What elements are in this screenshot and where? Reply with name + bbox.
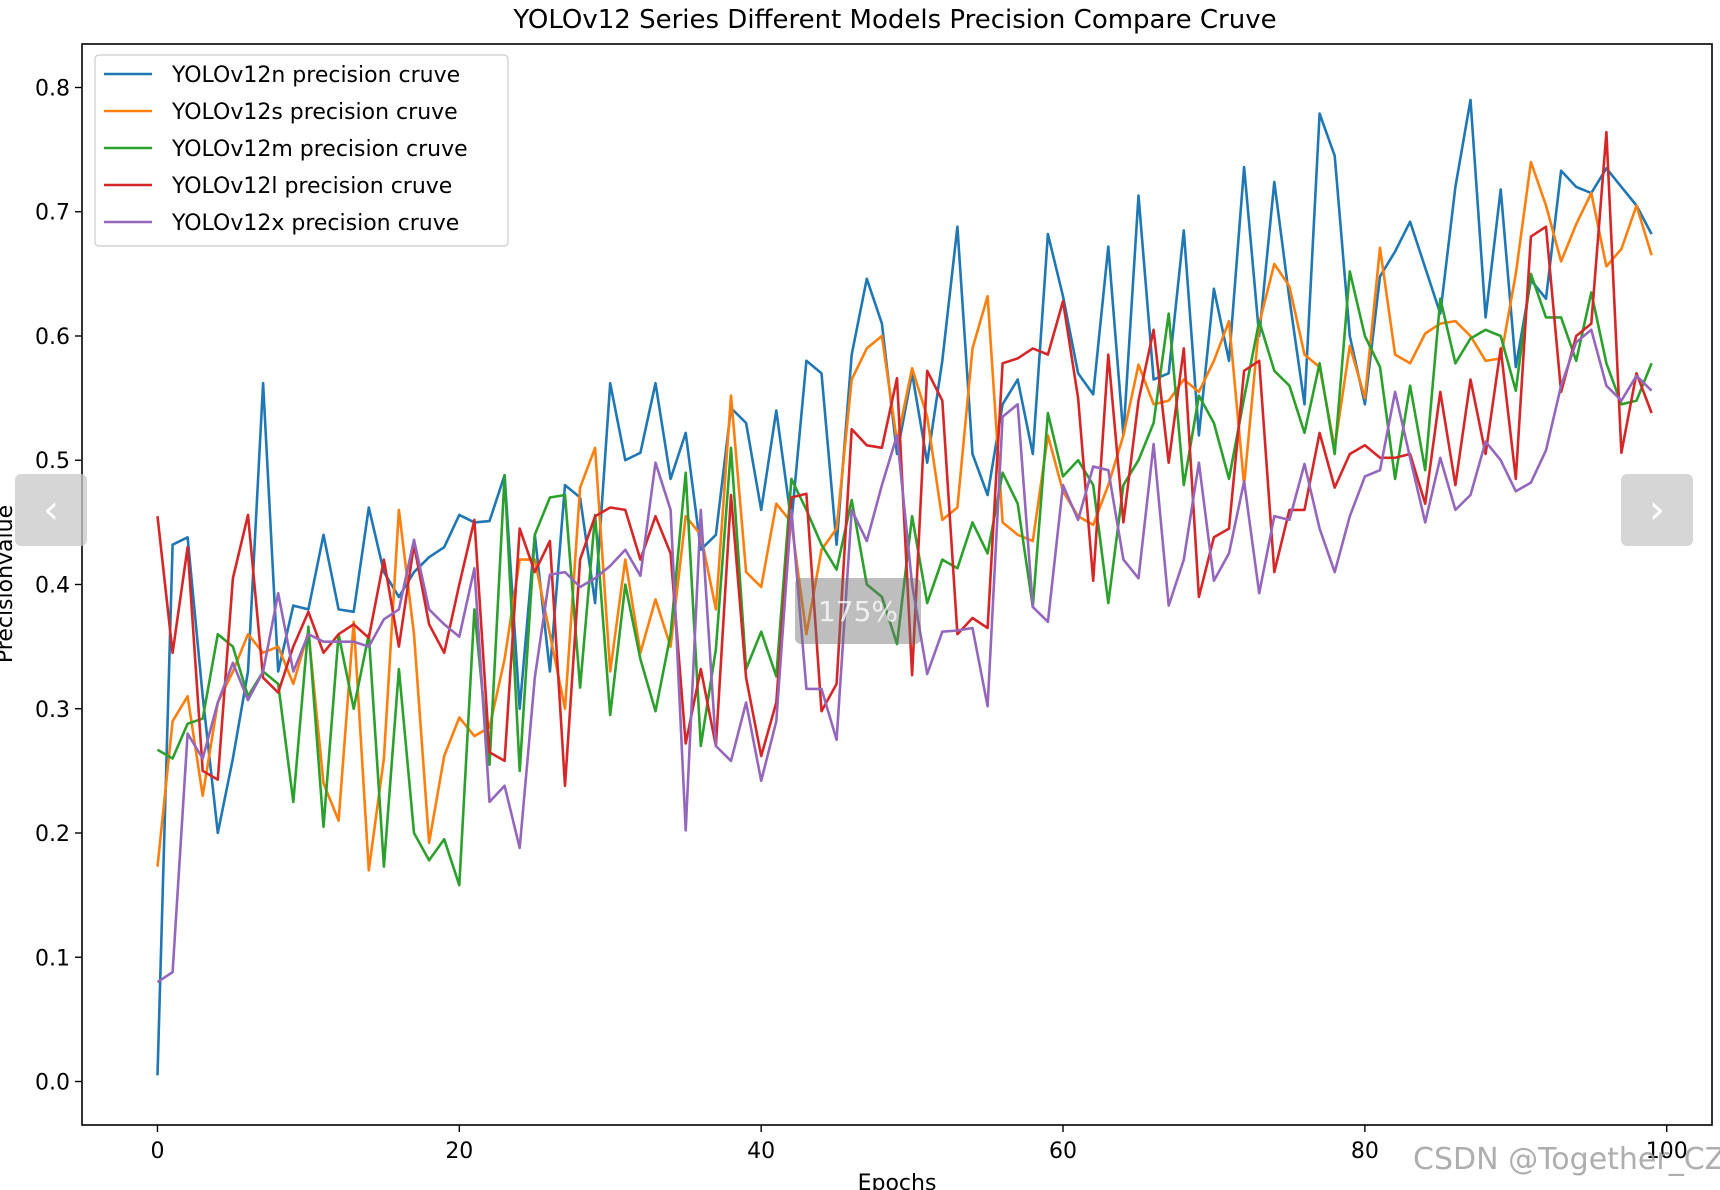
y-tick-label: 0.6 — [35, 325, 70, 350]
y-tick-label: 0.7 — [35, 201, 70, 226]
y-axis-ticks: 0.0 0.1 0.2 0.3 0.4 0.5 0.6 0.7 0.8 — [35, 76, 82, 1096]
x-tick-label: 20 — [445, 1139, 473, 1164]
legend-label-2: YOLOv12s precision cruve — [171, 100, 458, 125]
y-tick-label: 0.3 — [35, 698, 70, 723]
chevron-left-icon: ‹ — [43, 487, 59, 533]
legend-box — [94, 54, 509, 247]
series-lines — [156, 98, 1653, 1076]
y-tick-label: 0.5 — [35, 449, 70, 474]
legend: YOLOv12n precision cruve YOLOv12s precisi… — [94, 54, 509, 247]
legend-label-1: YOLOv12n precision cruve — [171, 63, 460, 88]
series-line-3 — [156, 270, 1653, 887]
x-tick-label: 60 — [1049, 1139, 1077, 1164]
next-image-button[interactable]: › — [1621, 474, 1693, 546]
chevron-right-icon: › — [1649, 487, 1665, 533]
watermark: CSDN @Together_CZ — [1413, 1142, 1720, 1177]
x-tick-label: 100 — [1646, 1139, 1688, 1164]
x-axis-label: Epochs — [858, 1171, 937, 1190]
y-axis-label: Precisionvalue — [0, 505, 18, 663]
y-tick-label: 0.2 — [35, 822, 70, 847]
y-tick-label: 0.1 — [35, 946, 70, 971]
chart-title: YOLOv12 Series Different Models Precisio… — [512, 5, 1276, 35]
previous-image-button[interactable]: ‹ — [15, 474, 87, 546]
y-tick-label: 0.4 — [35, 574, 70, 599]
series-line-4 — [156, 130, 1653, 788]
legend-label-4: YOLOv12l precision cruve — [171, 174, 452, 199]
x-tick-label: 40 — [747, 1139, 775, 1164]
series-line-1 — [156, 98, 1653, 1076]
legend-label-3: YOLOv12m precision cruve — [171, 137, 468, 162]
x-axis-ticks: 0 20 40 60 80 100 — [150, 1125, 1688, 1164]
legend-label-5: YOLOv12x precision cruve — [171, 211, 459, 236]
series-line-5 — [156, 328, 1653, 984]
x-tick-label: 80 — [1351, 1139, 1379, 1164]
y-tick-label: 0.8 — [35, 76, 70, 101]
zoom-level-badge: 175% — [795, 578, 921, 644]
x-tick-label: 0 — [150, 1139, 164, 1164]
y-tick-label: 0.0 — [35, 1071, 70, 1096]
